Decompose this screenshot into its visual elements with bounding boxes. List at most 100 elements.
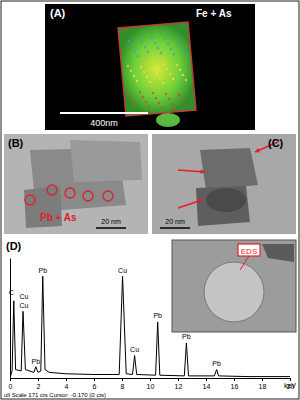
inset-pointer (240, 256, 249, 270)
map-speckle (139, 91, 141, 93)
marker-circle (83, 191, 93, 201)
map-speckle (127, 65, 129, 67)
x-tick-label: 8 (121, 383, 125, 390)
panel-c: (C)20 nm (152, 134, 296, 234)
particle (196, 186, 250, 226)
x-tick-mark (122, 378, 123, 381)
x-axis: 02468101214161820 (9, 378, 295, 390)
map-speckle (167, 43, 169, 45)
map-speckle (161, 107, 163, 109)
inset-label-box (238, 244, 260, 256)
footer: ull Scale 171 cts Cursor: -0.170 (0 cts) (4, 392, 106, 398)
map-speckle (174, 108, 176, 110)
annotation: Pb + As (40, 212, 77, 223)
y-axis (10, 259, 11, 379)
arrow-head (197, 199, 202, 204)
peak-label: Pb (38, 267, 47, 274)
panel-label: (B) (8, 137, 24, 149)
map-speckle (155, 97, 157, 99)
map-speckle (172, 78, 174, 80)
map-speckle (148, 106, 150, 108)
x-tick: 0 (9, 378, 13, 390)
map-speckle (157, 47, 159, 49)
map-speckle (179, 69, 181, 71)
map-speckle (152, 92, 154, 94)
x-axis-line (11, 379, 291, 382)
x-tick-mark (150, 378, 151, 381)
peak-label: Cu (20, 293, 29, 300)
map-speckle (176, 64, 178, 66)
x-tick-mark (262, 378, 263, 381)
x-tick-label: 6 (93, 383, 97, 390)
peak-label: Pb (182, 333, 191, 340)
inset-label: EDS (241, 247, 257, 256)
marker-circle (103, 191, 113, 201)
panel-label: (C) (268, 137, 284, 149)
map-speckle (165, 93, 167, 95)
map-speckle (151, 37, 153, 39)
map-speckle (158, 102, 160, 104)
x-tick-label: 16 (231, 383, 239, 390)
x-tick-mark (66, 378, 67, 381)
map-speckle (144, 46, 146, 48)
inset-particle (204, 262, 264, 322)
peak-label: Pb (32, 358, 41, 365)
x-tick-label: 2 (37, 383, 41, 390)
panel-label: (A) (50, 7, 66, 19)
x-tick-label: 0 (9, 383, 13, 390)
peak-label: C (9, 289, 14, 296)
peak-label: Pb (153, 312, 162, 319)
map-speckle (181, 99, 183, 101)
map-speckle (143, 71, 145, 73)
x-tick-mark (290, 378, 291, 381)
map-title: Fe + As (196, 8, 232, 19)
map-speckle (137, 55, 139, 57)
tem-background (4, 134, 148, 234)
map-speckle (129, 95, 131, 97)
x-tick: 4 (65, 378, 69, 390)
map-speckle (125, 29, 127, 31)
map-speckle (182, 74, 184, 76)
y-axis-line (10, 259, 11, 379)
map-speckle (163, 63, 165, 65)
map-speckle (166, 68, 168, 70)
tem-background (152, 134, 296, 234)
scale-bar (96, 227, 126, 229)
panel-label: (D) (6, 240, 22, 252)
scale-bar-label: 20 nm (101, 218, 121, 225)
inset-background (172, 240, 296, 332)
map-speckle (140, 66, 142, 68)
map-speckle (178, 94, 180, 96)
x-tick: 10 (147, 378, 155, 390)
x-tick-label: 10 (147, 383, 155, 390)
marker-circle (25, 195, 35, 205)
scale-bar (60, 112, 148, 114)
map-speckle (138, 36, 140, 38)
map-speckle (186, 54, 188, 56)
x-tick: 2 (37, 378, 41, 390)
x-tick-mark (178, 378, 179, 381)
map-speckle (162, 82, 164, 84)
scale-bar (160, 227, 190, 229)
map-speckle (160, 52, 162, 54)
map-speckle (177, 39, 179, 41)
particle (70, 140, 142, 182)
x-tick: 8 (121, 378, 125, 390)
map-speckle (147, 51, 149, 53)
map-speckle (169, 73, 171, 75)
map-speckle (173, 53, 175, 55)
map-speckle (135, 105, 137, 107)
figure: (A) Fe + As 400nm (B) Pb + As 20 nm (C)20 nm (D… (0, 0, 300, 400)
map-speckle (156, 72, 158, 74)
peak-label: Cu (20, 302, 29, 309)
map-speckle (159, 77, 161, 79)
map-speckle (134, 50, 136, 52)
map-speckle (133, 75, 135, 77)
map-speckle (141, 41, 143, 43)
scale-bar-label: 400nm (90, 118, 118, 128)
x-tick: 18 (259, 378, 267, 390)
map-speckle (149, 81, 151, 83)
x-tick: 12 (175, 378, 183, 390)
map-speckle (126, 90, 128, 92)
map-speckle (128, 40, 130, 42)
